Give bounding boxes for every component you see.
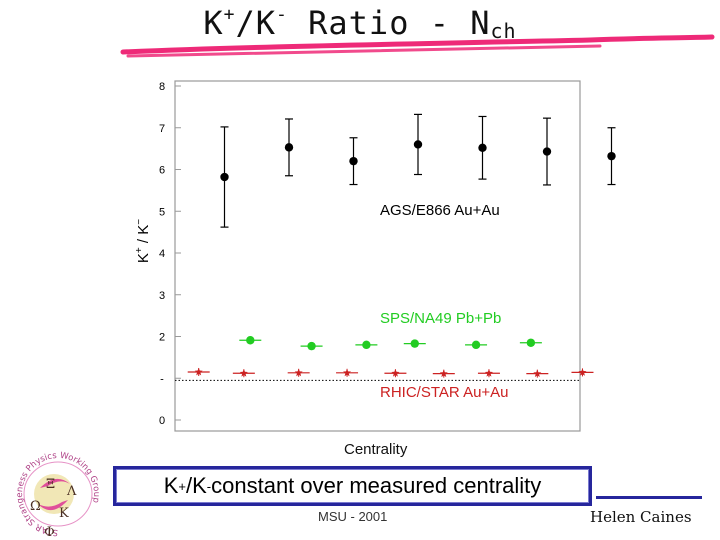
data-point-star — [533, 369, 542, 378]
data-point — [349, 156, 358, 166]
y-tick-label: 0 — [159, 415, 165, 427]
series-labels: AGS/E866 Au+Au SPS/NA49 Pb+Pb RHIC/STAR Au… — [380, 202, 509, 401]
series-2 — [187, 367, 594, 378]
data-point-star — [578, 368, 587, 376]
conclusion-box: K +/K - constant over measured centrality — [113, 466, 592, 506]
data-point-star — [294, 368, 303, 377]
logo-letter-omega: Ω — [30, 499, 41, 514]
logo-letter-k: K — [59, 506, 69, 521]
ratio-chart: 0 - 2 3 4 5 6 7 8 AGS/E866 Au+Au SPS/NA49 Pb+Pb RH… — [159, 80, 616, 432]
series-label: RHIC/STAR Au+Au — [380, 384, 509, 401]
data-point — [413, 140, 423, 149]
series-1 — [239, 336, 542, 351]
data-point — [220, 172, 229, 182]
y-axis-ticks: 0 - 2 3 4 5 6 7 8 — [159, 81, 181, 427]
data-point — [284, 143, 294, 152]
footer-date: MSU - 2001 — [318, 509, 388, 524]
logo-letter-phi: Φ — [44, 525, 55, 540]
y-tick-label: 5 — [159, 206, 165, 218]
y-tick-label: 4 — [159, 248, 165, 260]
y-tick-label: 7 — [159, 123, 165, 135]
y-tick-label: 8 — [159, 81, 165, 93]
data-point-star — [343, 368, 352, 377]
y-tick-label: 3 — [159, 290, 165, 302]
slide-title: K+/K- Ratio - Nch — [203, 4, 517, 43]
data-point-star — [439, 369, 448, 378]
data-point-star — [194, 367, 203, 376]
data-point — [607, 151, 616, 161]
series-layer — [187, 113, 616, 378]
data-point-star — [484, 369, 493, 377]
data-point — [246, 336, 255, 345]
series-label: SPS/NA49 Pb+Pb — [380, 310, 501, 327]
series-label: AGS/E866 Au+Au — [380, 202, 500, 219]
data-point — [471, 340, 481, 350]
data-point-star — [239, 369, 248, 377]
data-point — [307, 341, 316, 351]
footer-rule — [596, 496, 702, 499]
y-tick-label: 2 — [159, 332, 165, 344]
y-axis-title: K+ / K− — [134, 218, 152, 264]
star-strangeness-logo: STAR Strangeness Physics Working Group Ξ… — [15, 451, 101, 540]
data-point-star — [391, 369, 400, 377]
data-point — [410, 339, 419, 348]
title-underline-swoosh — [120, 34, 715, 58]
logo-letter-xi: Ξ — [46, 477, 55, 492]
data-point — [526, 338, 536, 347]
y-tick-label: - — [160, 373, 164, 385]
plot-frame — [174, 80, 581, 432]
data-point — [362, 340, 371, 350]
data-point — [478, 143, 487, 152]
data-point — [542, 147, 552, 156]
footer-author: Helen Caines — [590, 508, 692, 526]
logo-letter-lambda: Λ — [66, 484, 77, 499]
series-0 — [220, 113, 616, 228]
y-tick-label: 6 — [159, 165, 165, 177]
x-axis-title: Centrality — [344, 441, 408, 458]
